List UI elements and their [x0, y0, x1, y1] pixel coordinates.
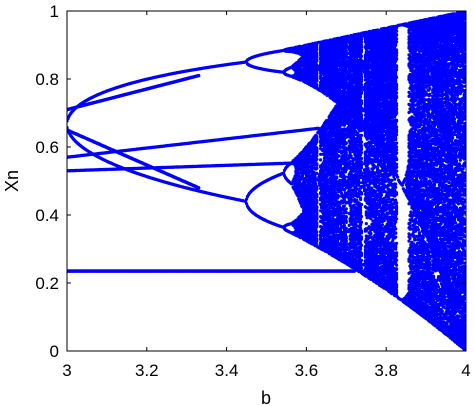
data-point: [315, 46, 319, 50]
data-point: [315, 83, 319, 87]
data-point: [344, 207, 348, 211]
data-point: [344, 220, 348, 224]
data-point: [348, 160, 352, 164]
data-point: [315, 74, 319, 79]
data-point: [315, 137, 319, 141]
data-point: [344, 141, 348, 145]
data-point: [315, 239, 319, 243]
data-point: [344, 168, 348, 172]
data-point: [337, 154, 341, 158]
data-point: [344, 153, 348, 157]
data-point: [352, 133, 356, 137]
data-point: [315, 211, 319, 215]
data-point: [315, 195, 319, 199]
data-point: [344, 235, 348, 239]
data-point: [344, 215, 348, 219]
data-point: [315, 71, 319, 75]
data-point: [315, 54, 319, 58]
data-point: [344, 211, 348, 215]
data-point: [315, 57, 319, 62]
data-point: [344, 49, 348, 53]
data-point: [315, 154, 319, 158]
data-point: [315, 171, 319, 175]
data-point: [315, 198, 319, 202]
data-point: [339, 145, 343, 149]
data-point: [344, 242, 348, 246]
data-point: [335, 175, 339, 179]
data-point: [245, 197, 249, 201]
data-point: [245, 202, 249, 206]
data-point: [315, 146, 319, 150]
data-point: [355, 198, 359, 202]
data-point: [315, 234, 319, 238]
data-point: [340, 211, 344, 215]
data-point: [343, 175, 347, 179]
data-point: [342, 204, 346, 208]
data-point: [319, 158, 323, 162]
data-point: [290, 182, 294, 186]
data-point: [315, 206, 319, 210]
data-point: [344, 226, 348, 230]
data-point: [344, 150, 348, 155]
data-point: [337, 194, 341, 198]
data-point: [348, 151, 352, 155]
data-point: [315, 166, 319, 170]
data-point: [315, 157, 319, 161]
data-point: [315, 140, 319, 144]
data-point: [315, 217, 319, 221]
plot-points: [67, 11, 466, 351]
data-point: [314, 182, 318, 186]
data-point: [315, 223, 319, 227]
data-point: [355, 143, 359, 147]
data-point: [315, 187, 319, 191]
data-point: [315, 230, 319, 234]
data-point: [315, 149, 319, 153]
data-point: [342, 223, 346, 228]
